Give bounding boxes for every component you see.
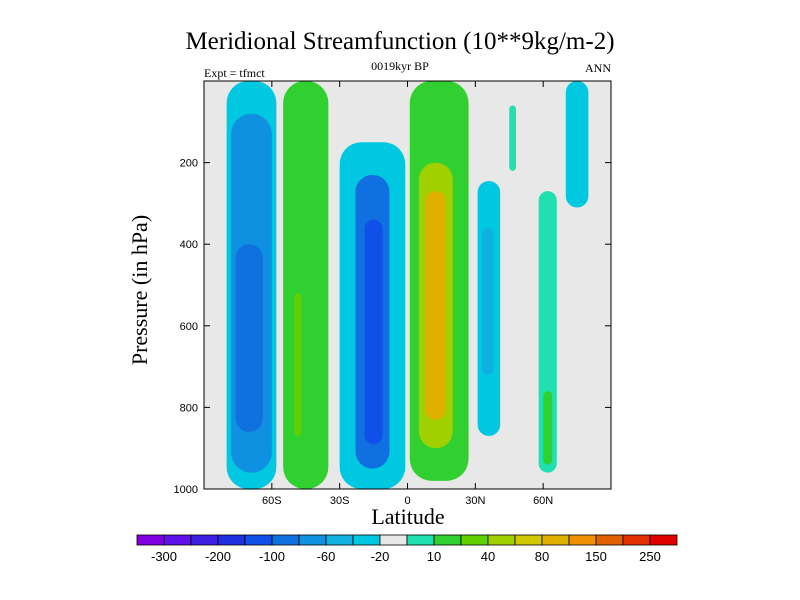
colorbar-label: 40 (481, 549, 495, 564)
contour-layer (226, 81, 589, 489)
colorbar-swatch (352, 534, 381, 546)
colorbar-label: -100 (259, 549, 285, 564)
x-axis-label: Latitude (371, 504, 445, 529)
y-tick-label: 600 (180, 321, 198, 333)
colorbar-label: -20 (371, 549, 390, 564)
colorbar-swatch (487, 534, 516, 546)
colorbar-label: -200 (205, 549, 231, 564)
colorbar-swatch (406, 534, 435, 546)
contour-northern-polar-cell-core (543, 391, 553, 465)
season-label: ANN (585, 61, 611, 75)
contour-southern-hadley-cell-core (364, 219, 383, 445)
colorbar-swatch (541, 534, 570, 546)
colorbar: -300 -200 -100 -60 -20 10 40 80 150 250 (136, 534, 678, 564)
x-tick-label: 60N (533, 495, 553, 507)
contour-southern-ferrel-cell-core (294, 293, 302, 436)
colorbar-swatch (136, 534, 165, 546)
contour-northern-ferrel-cell-core (482, 227, 494, 375)
chart-title: Meridional Streamfunction (10**9kg/m-2) (185, 28, 615, 55)
contour-northern-upper-positive (509, 105, 517, 171)
colorbar-swatch (514, 534, 543, 546)
colorbar-swatch (460, 534, 489, 546)
chart-subtitle: 0019kyr BP (371, 59, 429, 73)
colorbar-label: 150 (585, 549, 607, 564)
colorbar-swatch (379, 534, 408, 546)
experiment-label: Expt = tfmct (204, 66, 265, 80)
x-tick-label: 30N (465, 495, 485, 507)
x-tick-label: 0 (404, 495, 410, 507)
colorbar-swatch (568, 534, 597, 546)
y-tick-label: 800 (180, 402, 198, 414)
contour-southern-ferrel-cell (283, 81, 329, 489)
colorbar-swatch (217, 534, 246, 546)
colorbar-label: 10 (427, 549, 441, 564)
colorbar-swatch (433, 534, 462, 546)
colorbar-swatch (622, 534, 651, 546)
colorbar-swatch (649, 534, 678, 546)
colorbar-label: -300 (151, 549, 177, 564)
colorbar-swatch (190, 534, 219, 546)
y-tick-label: 400 (180, 239, 198, 251)
y-axis: 200 400 600 800 1000 (174, 158, 611, 496)
x-axis: 60S 30S 0 30N 60N (262, 81, 553, 507)
y-axis-label: Pressure (in hPa) (127, 214, 152, 366)
colorbar-swatch (244, 534, 273, 546)
colorbar-label: 80 (535, 549, 549, 564)
colorbar-swatch (325, 534, 354, 546)
contour-northern-hadley-cell-core (425, 191, 446, 420)
x-tick-label: 30S (330, 495, 350, 507)
colorbar-label: -60 (317, 549, 336, 564)
y-tick-label: 200 (180, 158, 198, 170)
colorbar-label: 250 (639, 549, 661, 564)
contour-southern-polar-cell-inner (235, 244, 263, 432)
y-tick-label: 1000 (174, 484, 198, 496)
x-tick-label: 60S (262, 495, 282, 507)
contour-northern-stratospheric-negative (565, 81, 589, 208)
colorbar-swatch (163, 534, 192, 546)
colorbar-swatch (298, 534, 327, 546)
colorbar-swatch (271, 534, 300, 546)
colorbar-swatch (595, 534, 624, 546)
